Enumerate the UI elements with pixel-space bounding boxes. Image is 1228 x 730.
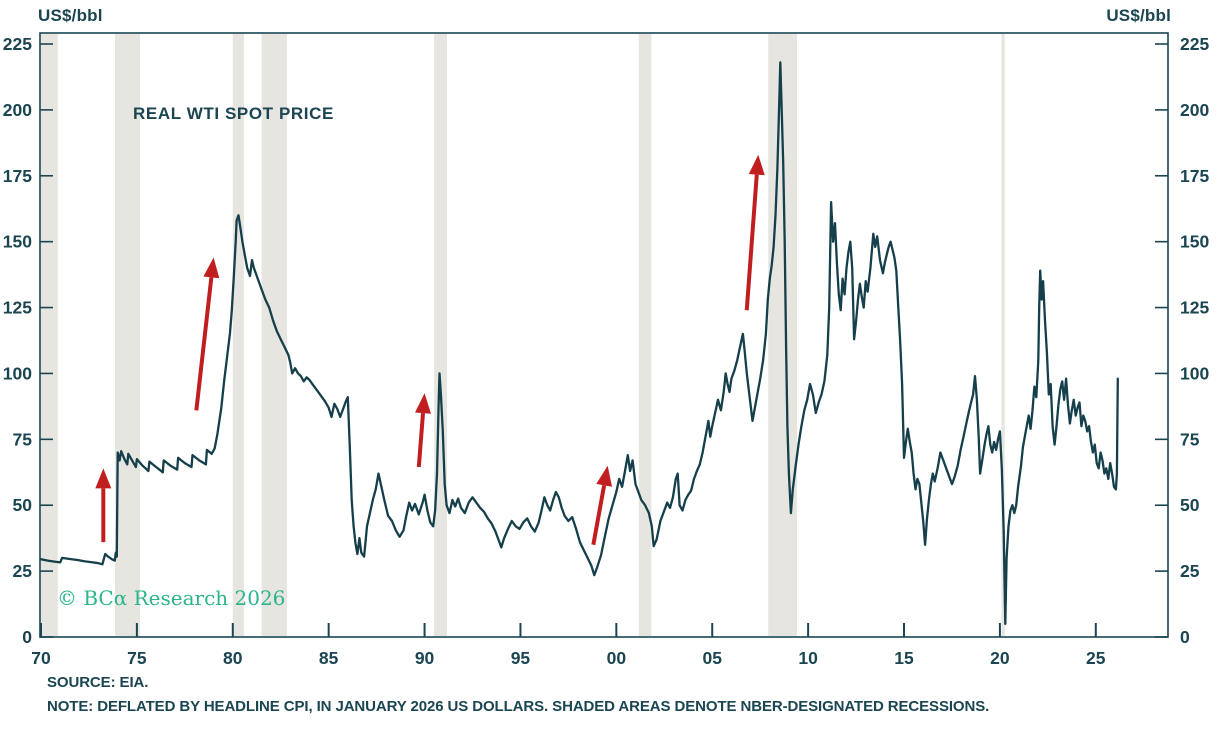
y-axis-unit-right: US$/bbl xyxy=(1106,6,1171,25)
y-tick-label-right: 50 xyxy=(1180,495,1200,515)
x-tick-label: 10 xyxy=(798,648,818,668)
x-tick-label: 75 xyxy=(127,648,147,668)
recession-band xyxy=(261,34,288,636)
x-tick-label: 95 xyxy=(511,648,531,668)
y-tick-label-right: 200 xyxy=(1180,100,1209,120)
recession-band xyxy=(638,34,652,636)
trend-arrow-head xyxy=(596,465,613,487)
y-tick-label-left: 0 xyxy=(22,627,32,647)
y-tick-label-left: 175 xyxy=(3,166,32,186)
y-tick-label-left: 225 xyxy=(3,34,32,54)
recession-band xyxy=(434,34,447,636)
x-tick-label: 15 xyxy=(894,648,914,668)
recession-band xyxy=(115,34,140,636)
trend-arrow-head xyxy=(203,257,220,279)
y-tick-label-right: 150 xyxy=(1180,232,1209,252)
y-tick-label-left: 50 xyxy=(13,495,33,515)
y-tick-label-right: 0 xyxy=(1180,627,1190,647)
x-tick-label: 85 xyxy=(319,648,339,668)
y-tick-label-left: 75 xyxy=(13,429,33,449)
price-line xyxy=(39,61,1119,625)
x-tick-label: 90 xyxy=(415,648,435,668)
trend-arrow-head xyxy=(748,154,765,176)
y-tick-label-left: 200 xyxy=(3,100,32,120)
trend-arrow-head xyxy=(415,393,431,414)
y-tick-label-left: 25 xyxy=(13,561,33,581)
recession-band xyxy=(232,34,244,636)
x-tick-label: 80 xyxy=(223,648,243,668)
y-tick-label-right: 100 xyxy=(1180,363,1209,383)
y-tick-label-right: 175 xyxy=(1180,166,1209,186)
y-tick-label-left: 100 xyxy=(3,363,32,383)
recession-band xyxy=(41,34,58,636)
x-tick-label: 25 xyxy=(1086,648,1106,668)
x-tick-label: 05 xyxy=(702,648,722,668)
recession-band xyxy=(1001,34,1005,636)
trend-arrow-shaft xyxy=(416,412,425,468)
watermark-copyright: © BCα Research 2026 xyxy=(57,586,286,610)
chart-title: REAL WTI SPOT PRICE xyxy=(133,104,334,123)
x-tick-label: 70 xyxy=(31,648,51,668)
trend-arrow-head xyxy=(95,468,112,489)
plot-frame xyxy=(39,32,1169,638)
x-tick-label: 00 xyxy=(607,648,627,668)
y-tick-label-right: 75 xyxy=(1180,429,1200,449)
y-tick-label-right: 225 xyxy=(1180,34,1209,54)
note-text: NOTE: DEFLATED BY HEADLINE CPI, IN JANUA… xyxy=(47,698,990,715)
trend-arrow-shaft xyxy=(744,174,759,311)
source-text: SOURCE: EIA. xyxy=(47,674,149,691)
y-tick-label-right: 125 xyxy=(1180,298,1209,318)
trend-arrow-shaft xyxy=(194,277,214,411)
trend-arrow-shaft xyxy=(591,485,607,546)
y-tick-label-left: 125 xyxy=(3,298,32,318)
y-tick-label-left: 150 xyxy=(3,232,32,252)
x-tick-label: 20 xyxy=(990,648,1010,668)
y-axis-unit-left: US$/bbl xyxy=(38,6,103,25)
y-tick-label-right: 25 xyxy=(1180,561,1200,581)
